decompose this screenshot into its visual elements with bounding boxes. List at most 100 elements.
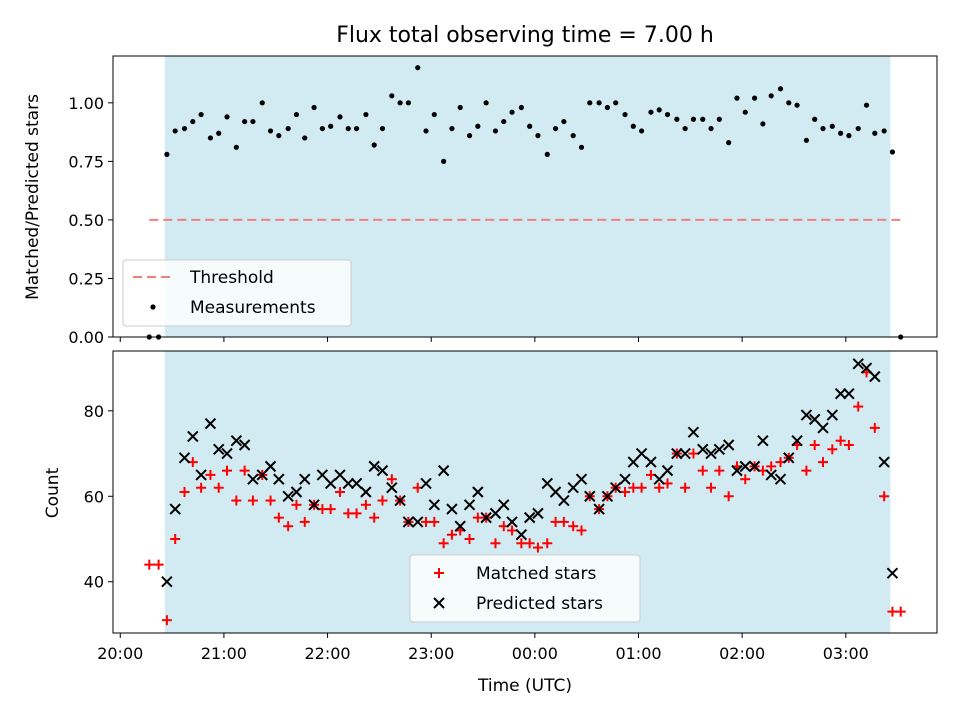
x-b xyxy=(350,477,363,490)
x-b xyxy=(878,456,890,468)
x-b xyxy=(195,469,207,481)
matched-star-point xyxy=(568,521,579,532)
legend-measurement-label: Measurements xyxy=(190,298,316,318)
x-b xyxy=(264,460,277,473)
matched-star-point xyxy=(446,529,457,540)
x-b xyxy=(731,464,743,477)
matched-star-point xyxy=(161,615,172,626)
x-b xyxy=(498,499,510,511)
measurement-point xyxy=(164,151,170,157)
predicted-star-point xyxy=(834,388,847,400)
predicted-star-point xyxy=(575,473,588,485)
x-b xyxy=(558,494,570,507)
x-b xyxy=(316,469,329,481)
predicted-star-point xyxy=(860,362,873,374)
measurement-point xyxy=(449,125,455,132)
x-b xyxy=(645,456,657,468)
measurement-point xyxy=(829,123,835,129)
measurement-point xyxy=(190,118,196,125)
matched-star-point xyxy=(196,482,207,493)
y-tick-label: 0.00 xyxy=(68,328,104,347)
matched-star-point xyxy=(680,482,691,493)
matched-star-point xyxy=(809,440,820,450)
measurement-point xyxy=(846,133,852,139)
x-b xyxy=(609,482,622,494)
predicted-star-point xyxy=(523,511,536,524)
x-b xyxy=(238,439,251,451)
measurement-point xyxy=(441,158,447,164)
measurement-point xyxy=(527,123,533,129)
y-tick-label: 0.25 xyxy=(68,269,104,288)
measurement-point xyxy=(742,109,748,115)
x-b xyxy=(661,464,674,477)
predicted-star-point xyxy=(446,503,458,515)
matched-star-point xyxy=(723,491,734,502)
predicted-star-point xyxy=(290,486,303,498)
measurement-point xyxy=(302,135,308,141)
x-b xyxy=(757,435,769,447)
measurement-point xyxy=(570,133,576,139)
predicted-star-point xyxy=(739,460,751,473)
predicted-star-point xyxy=(264,460,277,473)
predicted-star-point xyxy=(653,473,665,485)
x-b xyxy=(282,490,294,502)
x-b xyxy=(247,473,259,485)
x-b xyxy=(221,447,233,460)
predicted-star-point xyxy=(282,490,294,502)
matched-star-point xyxy=(273,512,284,523)
matched-star-point xyxy=(827,444,838,455)
x-b xyxy=(523,511,536,524)
matched-star-point xyxy=(360,499,371,510)
matched-star-point xyxy=(213,482,224,493)
predicted-star-point xyxy=(256,469,268,481)
x-b xyxy=(187,430,199,443)
x-b xyxy=(428,499,441,511)
predicted-star-point xyxy=(645,456,657,468)
measurement-point xyxy=(509,109,515,115)
x-b xyxy=(593,503,605,515)
predicted-star-point xyxy=(541,477,553,490)
predicted-star-point xyxy=(627,456,640,468)
x-b xyxy=(178,452,191,464)
x-b xyxy=(342,477,354,490)
measurement-point xyxy=(207,135,214,141)
x-b xyxy=(230,435,243,447)
x-tick-label: 21:00 xyxy=(201,644,247,663)
predicted-star-point xyxy=(661,464,674,477)
measurement-point xyxy=(690,116,697,122)
measurement-point xyxy=(544,151,550,157)
measurement-point xyxy=(812,116,818,122)
measurement-point xyxy=(172,128,178,134)
matched-star-point xyxy=(153,559,164,570)
predicted-star-point xyxy=(584,490,596,502)
predicted-star-point xyxy=(238,439,251,451)
matched-star-point xyxy=(170,534,181,544)
measurement-point xyxy=(716,116,722,122)
measurement-point xyxy=(345,125,351,132)
predicted-star-point xyxy=(308,499,320,511)
x-b xyxy=(386,482,398,494)
predicted-star-point xyxy=(609,482,622,494)
measurement-point xyxy=(838,130,844,136)
measurement-point xyxy=(656,107,662,113)
matched-star-point xyxy=(222,465,233,476)
measurement-point xyxy=(777,86,784,92)
measurement-point xyxy=(786,100,792,106)
x-b xyxy=(705,447,717,460)
predicted-star-point xyxy=(498,499,510,511)
measurement-point xyxy=(267,128,274,134)
x-tick-label: 01:00 xyxy=(615,644,661,663)
x-b xyxy=(860,362,873,374)
x-b xyxy=(748,460,761,473)
x-b xyxy=(653,473,665,485)
x-b xyxy=(169,503,181,515)
predicted-star-point xyxy=(635,447,648,460)
y-tick-label: 40 xyxy=(84,573,104,592)
matched-star-point xyxy=(325,504,336,515)
predicted-star-point xyxy=(394,494,406,507)
x-b xyxy=(722,439,735,451)
measurement-point xyxy=(682,125,688,132)
predicted-star-point xyxy=(852,358,864,370)
matched-star-point xyxy=(334,487,345,497)
x-b xyxy=(376,464,389,477)
